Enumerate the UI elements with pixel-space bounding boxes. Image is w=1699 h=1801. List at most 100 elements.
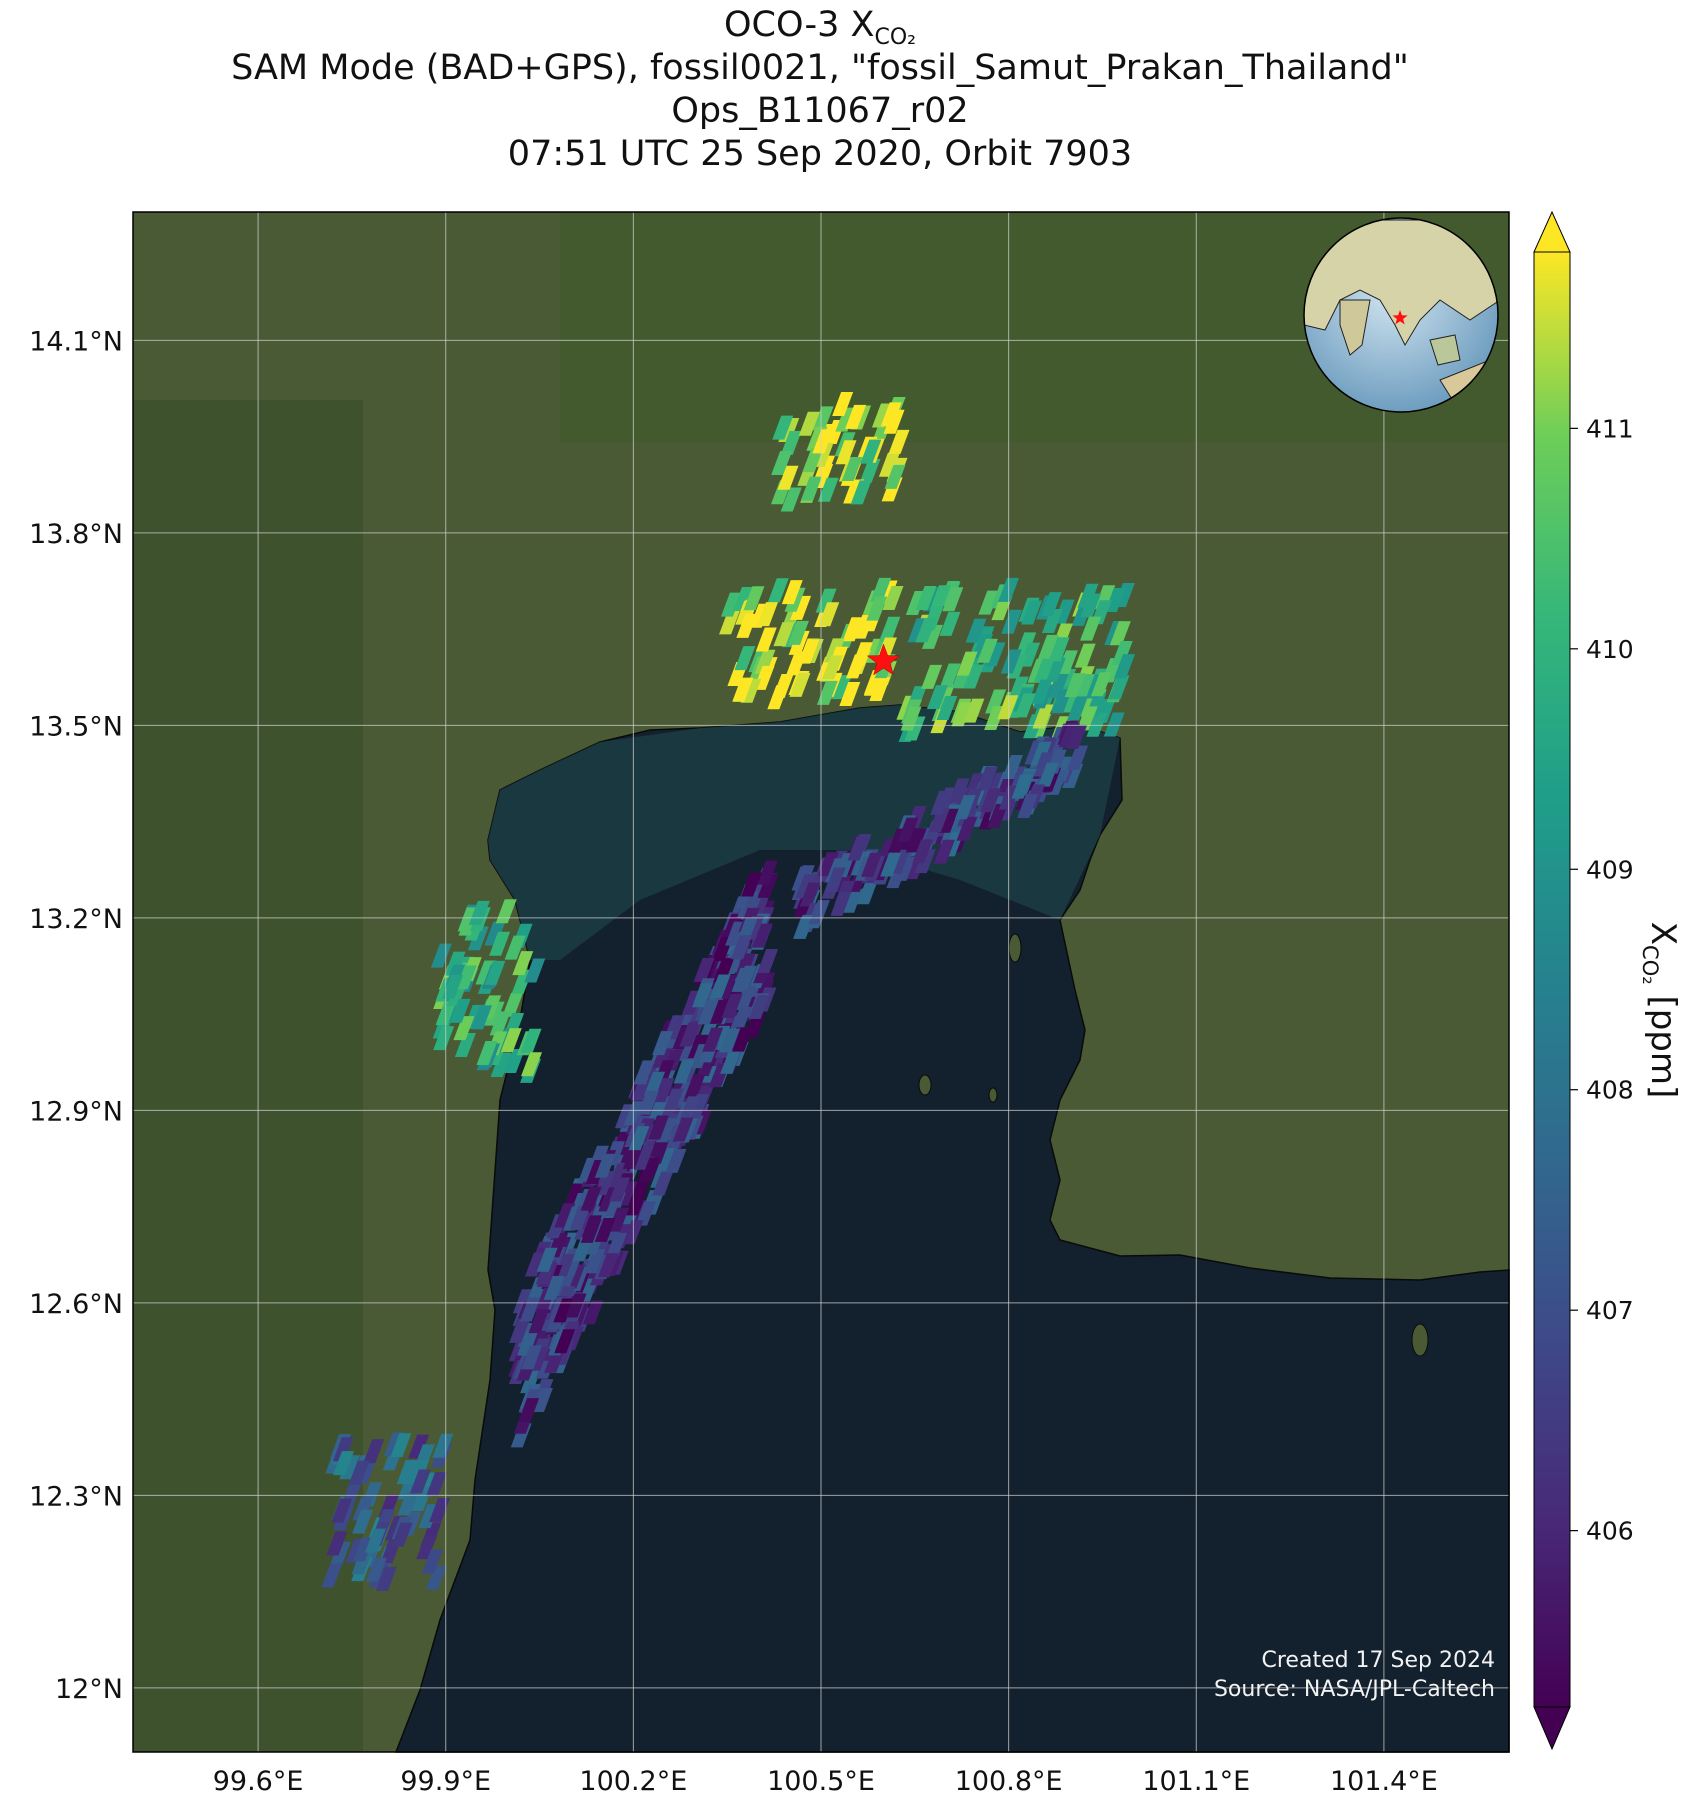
xco2-sounding xyxy=(352,1496,374,1521)
xco2-sounding xyxy=(751,923,773,948)
lat-tick-label: 12.6°N xyxy=(29,1289,123,1320)
xco2-sounding xyxy=(1021,600,1043,625)
xco2-sounding xyxy=(709,974,731,999)
xco2-sounding xyxy=(520,1028,542,1053)
xco2-sounding xyxy=(816,680,838,705)
xco2-sounding xyxy=(467,926,489,951)
xco2-sounding xyxy=(963,664,985,689)
xco2-sounding xyxy=(824,867,846,892)
xco2-sounding xyxy=(732,1027,754,1052)
xco2-sounding xyxy=(978,590,1000,615)
xco2-sounding xyxy=(702,1027,724,1052)
xco2-sounding xyxy=(1030,741,1052,766)
xco2-sounding xyxy=(331,1498,353,1523)
xco2-sounding xyxy=(408,1434,430,1459)
xco2-sounding xyxy=(1033,657,1055,682)
xco2-sounding xyxy=(888,429,910,454)
xco2-sounding xyxy=(1032,752,1054,777)
xco2-sounding xyxy=(444,951,466,976)
xco2-sounding xyxy=(1086,712,1108,737)
globe-india xyxy=(1339,299,1371,356)
xco2-sounding xyxy=(800,476,822,501)
xco2-sounding xyxy=(652,1171,674,1196)
xco2-sounding xyxy=(757,602,779,627)
xco2-sounding xyxy=(914,849,936,874)
xco2-sounding xyxy=(878,452,900,477)
xco2-sounding xyxy=(665,1148,687,1173)
xco2-sounding xyxy=(987,803,1009,828)
xco2-sounding xyxy=(754,649,776,674)
xco2-sounding xyxy=(662,1088,684,1113)
xco2-sounding xyxy=(625,1191,647,1216)
xco2-sounding xyxy=(321,1563,343,1588)
xco2-sounding xyxy=(554,1203,576,1228)
xco2-sounding xyxy=(936,696,958,721)
xco2-sounding xyxy=(721,993,743,1018)
island-lan xyxy=(918,1074,932,1096)
xco2-sounding xyxy=(948,778,970,803)
xco2-sounding xyxy=(1040,592,1062,617)
xco2-sounding xyxy=(743,586,765,611)
xco2-sounding xyxy=(502,992,524,1017)
xco2-sounding xyxy=(697,1000,719,1025)
xco2-sounding xyxy=(580,1218,602,1243)
xco2-sounding xyxy=(454,1032,476,1057)
xco2-sounding xyxy=(842,888,864,913)
colorbar-tick-label: 409 xyxy=(1586,855,1634,884)
xco2-sounding xyxy=(352,1509,374,1534)
colorbar-extend-max xyxy=(1533,210,1571,253)
xco2-sounding xyxy=(653,1078,675,1103)
xco2-sounding xyxy=(563,1183,585,1208)
xco2-sounding xyxy=(623,1101,645,1126)
xco2-sounding xyxy=(928,808,950,833)
xco2-sounding xyxy=(572,1237,594,1262)
xco2-sounding xyxy=(421,1549,443,1574)
xco2-sounding xyxy=(1007,676,1029,701)
lon-tick-label: 99.6°E xyxy=(213,1766,304,1797)
xco2-sounding xyxy=(732,587,754,612)
xco2-sounding xyxy=(915,618,937,643)
xco2-sounding xyxy=(584,1249,606,1274)
xco2-sounding xyxy=(416,1535,438,1560)
xco2-sounding xyxy=(631,1076,653,1101)
xco2-sounding xyxy=(939,663,961,688)
xco2-sounding xyxy=(991,596,1013,621)
xco2-sounding xyxy=(517,1331,539,1356)
xco2-sounding xyxy=(756,860,778,885)
xco2-sounding xyxy=(1041,609,1063,634)
xco2-sounding xyxy=(1032,704,1054,729)
xco2-sounding xyxy=(484,921,506,946)
xco2-sounding xyxy=(329,1541,351,1566)
xco2-sounding xyxy=(847,836,869,861)
map-frame xyxy=(132,211,1510,1753)
xco2-sounding xyxy=(790,595,812,620)
xco2-sounding xyxy=(845,654,867,679)
xco2-sounding xyxy=(351,1550,373,1575)
xco2-sounding xyxy=(1073,674,1095,699)
xco2-sounding xyxy=(528,1309,550,1334)
xco2-sounding xyxy=(793,914,815,939)
xco2-sounding xyxy=(673,1059,695,1084)
xco2-sounding xyxy=(905,828,927,853)
xco2-sounding xyxy=(648,1096,670,1121)
xco2-sounding xyxy=(771,451,793,476)
xco2-sounding xyxy=(897,817,919,842)
xco2-sounding xyxy=(509,1318,531,1343)
xco2-sounding xyxy=(757,873,779,898)
xco2-sounding xyxy=(817,852,839,877)
xco2-sounding xyxy=(644,1071,666,1096)
xco2-sounding xyxy=(929,585,951,610)
xco2-sounding xyxy=(429,1498,451,1523)
xco2-sounding xyxy=(565,1293,587,1318)
xco2-sounding xyxy=(976,766,998,791)
lat-tick-label: 12.3°N xyxy=(29,1481,123,1512)
xco2-sounding xyxy=(512,951,534,976)
xco2-sounding xyxy=(679,1022,701,1047)
xco2-sounding xyxy=(965,618,987,643)
xco2-sounding xyxy=(470,1005,492,1030)
xco2-sounding xyxy=(531,1387,553,1412)
xco2-sounding xyxy=(520,1052,542,1077)
source-credit: Source: NASA/JPL-Caltech xyxy=(1214,1677,1495,1702)
globe-borneo xyxy=(1429,334,1461,366)
